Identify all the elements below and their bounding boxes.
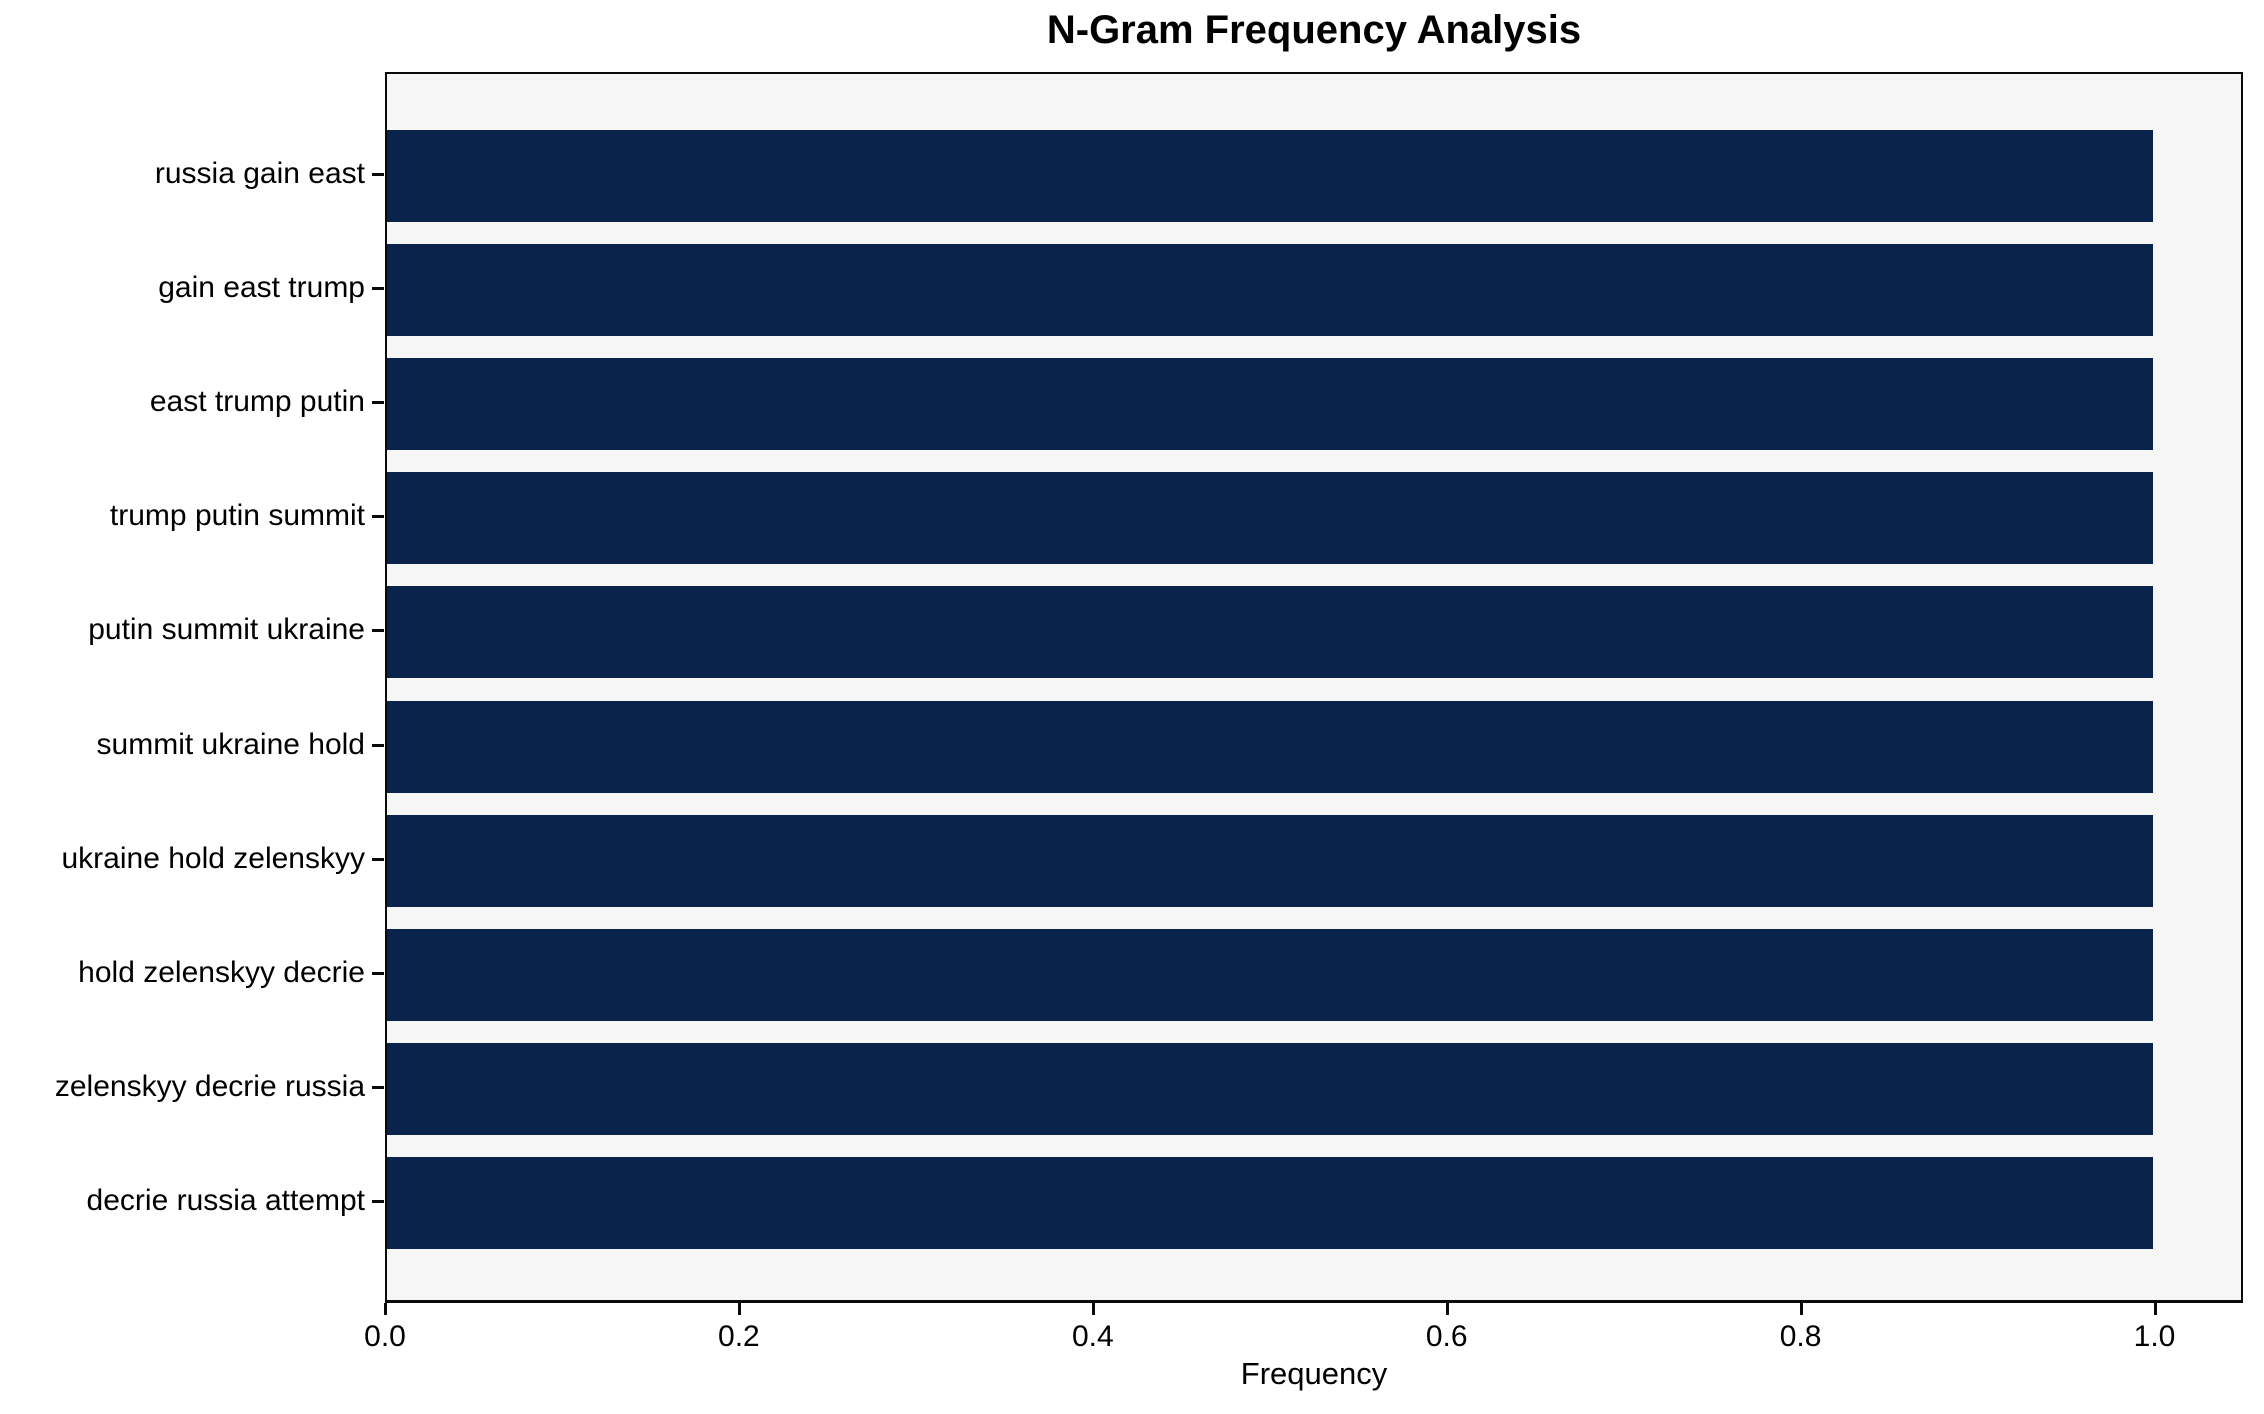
x-tick-label: 0.6	[1425, 1320, 1468, 1353]
y-tick-label: zelenskyy decrie russia	[54, 1069, 365, 1103]
x-tick-mark	[1445, 1303, 1449, 1315]
bar	[387, 358, 2153, 451]
x-axis-label: Frequency	[1240, 1356, 1388, 1391]
bar	[387, 928, 2153, 1021]
x-tick-mark	[1091, 1303, 1095, 1315]
y-tick-mark	[372, 971, 384, 975]
bar	[387, 700, 2153, 793]
y-tick-mark	[372, 401, 384, 405]
x-tick-label: 0.4	[1071, 1320, 1114, 1353]
y-tick-mark	[372, 1200, 384, 1203]
y-tick-label: gain east trump	[158, 271, 365, 305]
bar	[387, 814, 2153, 907]
x-tick-mark	[2153, 1303, 2157, 1315]
y-tick-label: summit ukraine hold	[96, 727, 365, 761]
y-tick-mark	[372, 857, 384, 861]
y-tick-label: ukraine hold zelenskyy	[61, 841, 365, 875]
bar	[387, 1157, 2153, 1249]
bar	[387, 244, 2153, 337]
x-tick-label: 0.8	[1779, 1320, 1822, 1353]
x-tick-mark	[737, 1303, 741, 1315]
bar	[387, 586, 2153, 679]
y-tick-label: putin summit ukraine	[88, 613, 365, 647]
bar	[387, 130, 2153, 222]
y-tick-label: hold zelenskyy decrie	[78, 955, 365, 989]
y-tick-mark	[372, 743, 384, 747]
x-tick-label: 0.2	[718, 1320, 760, 1353]
x-tick-label: 1.0	[2133, 1320, 2176, 1353]
y-tick-mark	[372, 1085, 384, 1089]
x-tick-label: 0.0	[364, 1320, 406, 1353]
y-tick-label: russia gain east	[154, 157, 365, 190]
y-tick-mark	[372, 287, 384, 291]
y-tick-mark	[372, 173, 384, 176]
y-tick-label: trump putin summit	[109, 499, 365, 533]
x-tick-mark	[1799, 1303, 1803, 1315]
bar	[387, 472, 2153, 565]
x-tick-mark	[384, 1303, 387, 1315]
y-tick-mark	[372, 515, 384, 519]
chart-title: N-Gram Frequency Analysis	[1046, 8, 1582, 52]
y-tick-mark	[372, 629, 384, 633]
plot-area	[385, 72, 2243, 1303]
bar	[387, 1042, 2153, 1135]
y-tick-label: east trump putin	[149, 385, 365, 419]
y-tick-label: decrie russia attempt	[86, 1184, 365, 1217]
